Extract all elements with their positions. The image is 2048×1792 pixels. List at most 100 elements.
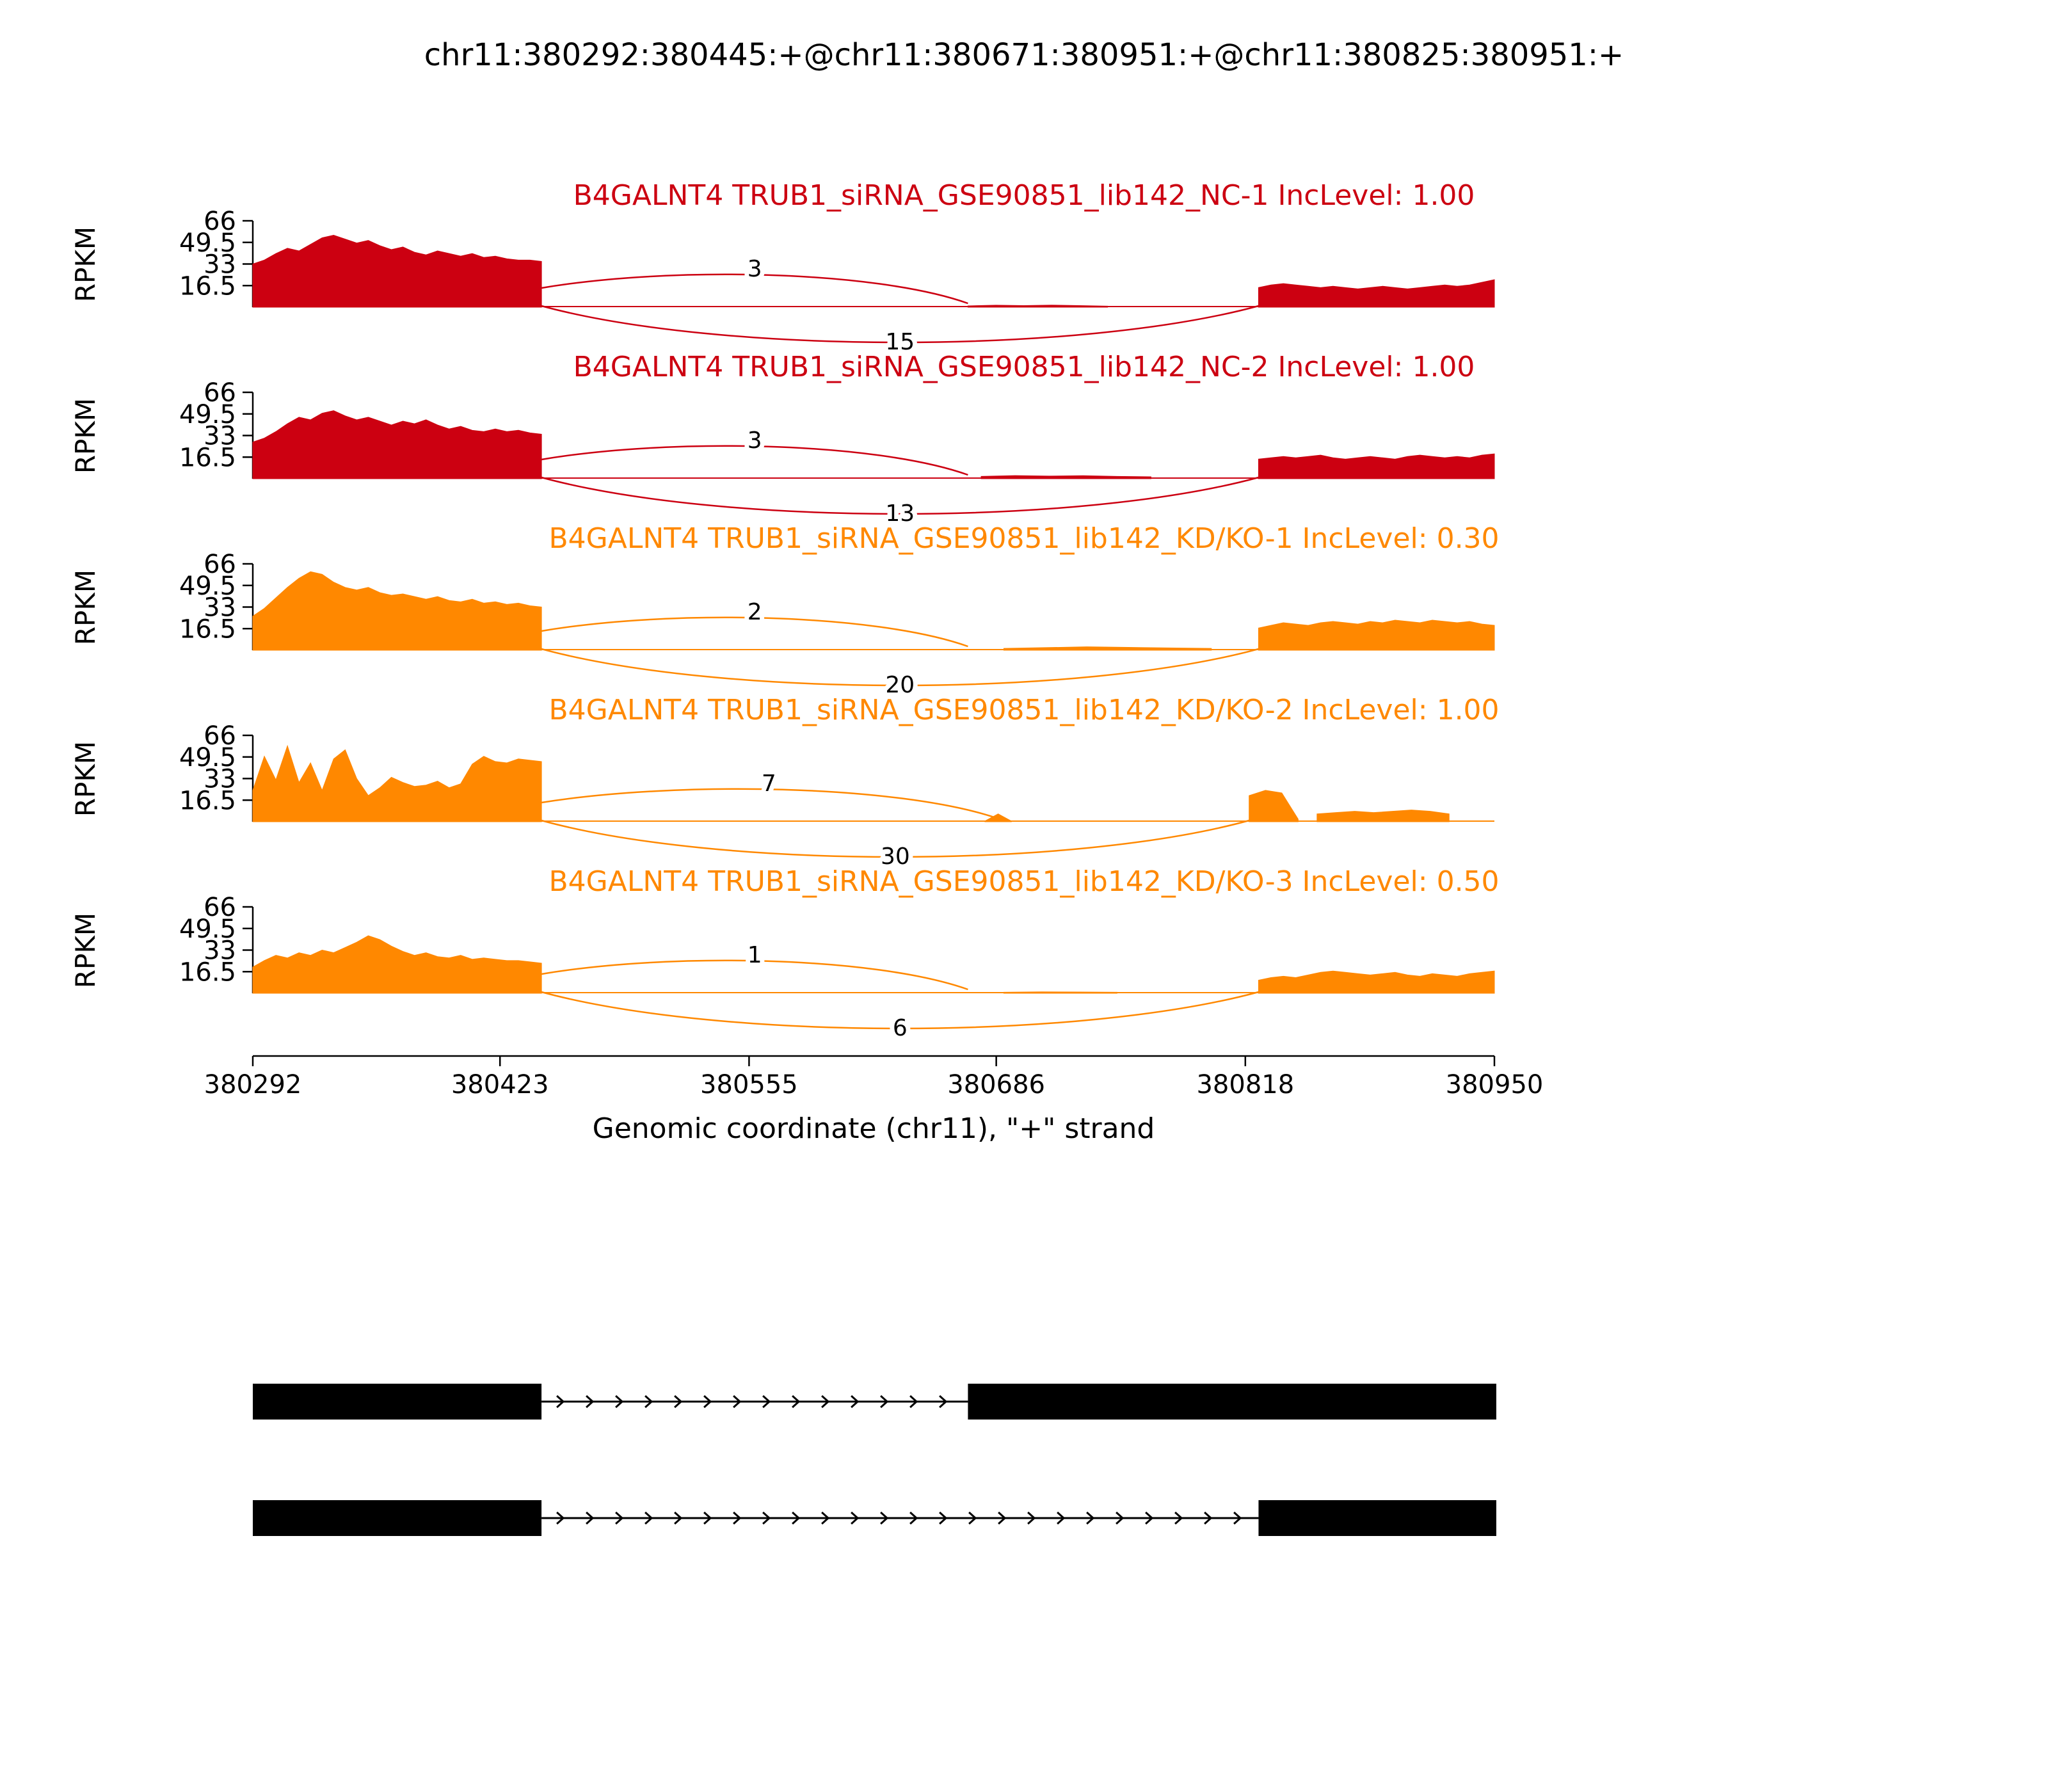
y-tick-label: 66 [204,207,236,236]
strand-arrow-icon [1204,1511,1213,1525]
y-tick-label: 16.5 [179,271,236,301]
x-axis-group: 380292 380423 380555 380686 380818 380950 Geno… [204,1055,1544,1145]
junction-arc [541,476,1259,515]
y-tick-label: 66 [204,893,236,922]
strand-arrow-icon [939,1395,948,1409]
y-tick-label: 33 [204,422,236,451]
y-tick-label: 16.5 [179,786,236,815]
coverage-area [252,234,542,308]
coverage-area [1316,810,1450,822]
y-axis-title: RPKM [70,570,101,645]
strand-arrow-icon [1086,1511,1095,1525]
junction-arc [541,648,1259,687]
strand-arrow-icon [586,1511,595,1525]
coverage-area [984,813,1012,822]
junction-arc [541,616,968,648]
y-tick-label: 16.5 [179,443,236,472]
y-tick-label: 16.5 [179,957,236,987]
y-axis-title: RPKM [70,227,101,302]
y-tick-label: 49.5 [179,228,236,258]
y-tick-label: 49.5 [179,743,236,772]
strand-arrow-icon [1057,1511,1066,1525]
junction-arc [541,788,997,819]
x-tick-label: 380950 [1446,1070,1544,1100]
x-tick-label: 380423 [451,1070,549,1100]
strand-arrow-icon [792,1511,801,1525]
strand-arrow-icon [762,1395,771,1409]
track-title: B4GALNT4 TRUB1_siRNA_GSE90851_lib142_KD/… [548,865,1499,898]
strand-arrow-icon [851,1395,860,1409]
strand-arrow-icon [733,1395,742,1409]
x-axis-title: Genomic coordinate (chr11), "+" strand [593,1112,1155,1145]
y-tick-label: 49.5 [179,572,236,601]
strand-arrow-icon [644,1511,653,1525]
strand-arrow-icon [880,1395,889,1409]
junction-arc [541,273,968,305]
strand-arrow-icon [615,1511,624,1525]
strand-arrow-icon [1233,1511,1242,1525]
strand-arrow-icon [1027,1511,1036,1525]
x-tick-label: 380555 [700,1070,798,1100]
junction-count: 2 [748,599,762,625]
y-tick-label: 33 [204,936,236,966]
strand-arrow-icon [556,1511,565,1525]
coverage-area [252,744,542,822]
strand-arrow-icon [556,1395,565,1409]
y-tick-label: 66 [204,550,236,579]
coverage-area [1003,646,1212,651]
junction-arc [541,305,1259,344]
track-title: B4GALNT4 TRUB1_siRNA_GSE90851_lib142_NC-… [573,179,1475,212]
y-tick-label: 33 [204,250,236,280]
junction-count: 3 [748,256,762,282]
track-title: B4GALNT4 TRUB1_siRNA_GSE90851_lib142_KD/… [548,694,1499,726]
strand-arrow-icon [703,1395,712,1409]
plot-title: chr11:380292:380445:+@chr11:380671:38095… [424,37,1624,73]
junction-arc [541,819,1250,858]
junction-arc [541,959,968,991]
coverage-track-3: B4GALNT4 TRUB1_siRNA_GSE90851_lib142_KD/… [70,522,1500,703]
coverage-area [1003,991,1117,994]
coverage-track-5: B4GALNT4 TRUB1_siRNA_GSE90851_lib142_KD/… [70,865,1500,1046]
junction-count: 3 [748,428,762,454]
coverage-track-4: B4GALNT4 TRUB1_siRNA_GSE90851_lib142_KD/… [70,694,1500,874]
strand-arrow-icon [968,1511,977,1525]
x-tick-label: 380686 [947,1070,1045,1100]
strand-arrow-icon [733,1511,742,1525]
strand-arrow-icon [1145,1511,1154,1525]
junction-arc [541,445,968,476]
y-tick-label: 66 [204,721,236,751]
strand-arrow-icon [674,1511,683,1525]
strand-arrow-icon [821,1511,830,1525]
coverage-area [1249,790,1299,822]
coverage-area [252,571,542,651]
junction-count: 1 [748,942,762,968]
strand-arrow-icon [586,1395,595,1409]
strand-arrow-icon [644,1395,653,1409]
strand-arrow-icon [792,1395,801,1409]
strand-arrow-icon [762,1511,771,1525]
exon-box [253,1384,542,1420]
strand-arrow-icon [615,1395,624,1409]
junction-count: 20 [885,672,915,698]
y-tick-label: 16.5 [179,614,236,644]
coverage-area [252,410,542,479]
strand-arrow-icon [1174,1511,1183,1525]
y-tick-label: 49.5 [179,915,236,944]
coverage-area [1258,279,1495,308]
coverage-track-1: B4GALNT4 TRUB1_siRNA_GSE90851_lib142_NC-… [70,179,1495,360]
strand-arrow-icon [909,1511,918,1525]
y-tick-label: 33 [204,593,236,623]
strand-arrow-icon [880,1511,889,1525]
y-tick-label: 49.5 [179,400,236,429]
exon-box [968,1384,1496,1420]
strand-arrow-icon [674,1395,683,1409]
y-tick-label: 33 [204,765,236,794]
exon-box [1258,1500,1496,1536]
coverage-area [252,935,542,994]
strand-arrow-icon [851,1511,860,1525]
junction-arc [541,991,1259,1030]
x-tick-label: 380818 [1196,1070,1294,1100]
junction-count: 13 [885,500,915,527]
